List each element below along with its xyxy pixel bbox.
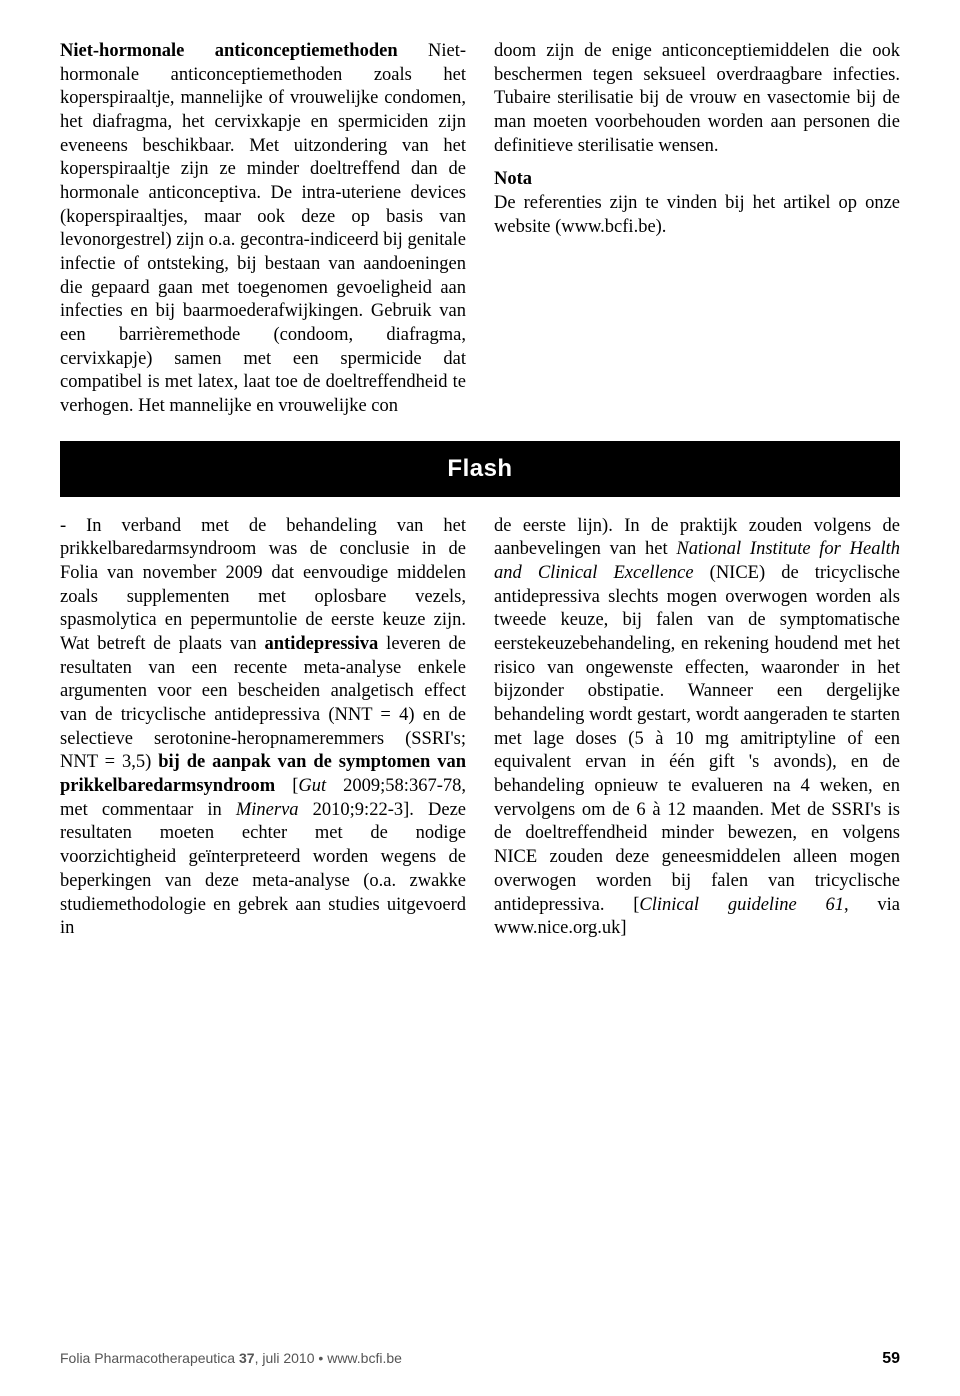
flash-bold-antidepressiva: antidepressiva <box>265 634 379 654</box>
flash-italic-minerva: Minerva <box>236 800 299 820</box>
flash-heading-bar: Flash <box>60 441 900 497</box>
flash-bracket-open: [ <box>275 776 298 796</box>
flash-text-post: 2010;9:22-3]. Deze resultaten moeten ech… <box>60 800 466 938</box>
flash-col2: de eerste lijn). In de praktijk zouden v… <box>494 515 900 941</box>
nota-heading: Nota <box>494 168 900 192</box>
footer: Folia Pharmacotherapeutica 37, juli 2010… <box>60 1350 900 1368</box>
footer-page-number: 59 <box>882 1350 900 1368</box>
section-body-col1: Niet-hormonale anticonceptiemethoden zoa… <box>60 41 466 416</box>
block-col2: doom zijn de enige anticonceptiemiddelen… <box>494 40 900 239</box>
flash-col2-mid: (NICE) de tricyclische antidepressiva sl… <box>494 563 900 914</box>
footer-volume: 37 <box>239 1350 255 1366</box>
flash-italic-gut: Gut <box>298 776 326 796</box>
section-body-col2: doom zijn de enige anticonceptiemiddelen… <box>494 41 900 156</box>
footer-issue: , juli 2010 <box>255 1350 315 1366</box>
flash-col1: - In verband met de behandeling van het … <box>60 515 466 941</box>
section-heading: Niet-hormonale anticonceptiemethoden <box>60 41 398 61</box>
nota-body: De referenties zijn te vinden bij het ar… <box>494 193 900 237</box>
footer-url: www.bcfi.be <box>327 1350 402 1366</box>
footer-bullet: • <box>315 1350 328 1366</box>
flash-italic-guideline: Clinical guideline 61 <box>639 895 844 915</box>
section-flash: - In verband met de behandeling van het … <box>60 515 900 941</box>
block-col1: Niet-hormonale anticonceptiemethoden Nie… <box>60 40 466 419</box>
page: Niet-hormonale anticonceptiemethoden Nie… <box>60 40 900 941</box>
footer-journal: Folia Pharmacotherapeutica <box>60 1350 239 1366</box>
footer-left: Folia Pharmacotherapeutica 37, juli 2010… <box>60 1350 402 1368</box>
section-anticonceptie: Niet-hormonale anticonceptiemethoden Nie… <box>60 40 900 419</box>
